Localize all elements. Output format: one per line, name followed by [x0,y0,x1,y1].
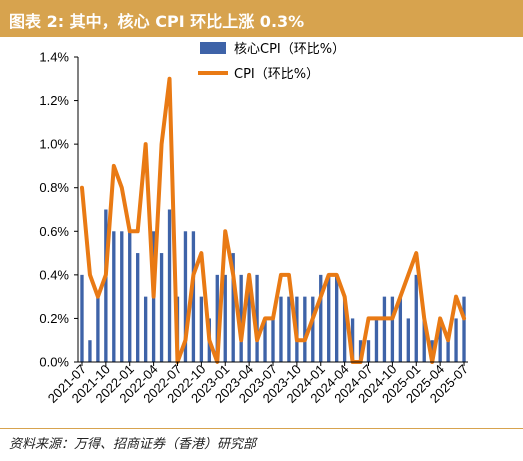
legend-label-cpi: CPI（环比%） [234,67,319,82]
core-cpi-bar [231,253,235,362]
title-bar: 图表 2: 其中，核心 CPI 环比上涨 0.3% [0,0,523,37]
core-cpi-bar [414,274,418,362]
core-cpi-bar [167,209,172,362]
chart-title: 图表 2: 其中，核心 CPI 环比上涨 0.3% [9,12,305,31]
core-cpi-bar [382,296,387,362]
y-tick-label: 0.6% [39,224,69,239]
core-cpi-bar [454,318,458,362]
core-cpi-bar [366,340,371,362]
core-cpi-bar [327,274,331,362]
core-cpi-bar [287,296,291,362]
core-cpi-bar [390,296,395,362]
core-cpi-bar [350,318,355,362]
source-note: 资料来源：万得、招商证券（香港）研究部 [9,437,257,452]
legend: 核心CPI（环比%） CPI（环比%） [198,42,345,82]
core-cpi-bar [120,231,124,362]
core-cpi-bar [271,318,275,362]
core-cpi-bar [462,296,466,362]
core-cpi-bar [422,318,426,362]
core-cpi-bar [319,274,323,362]
core-cpi-bar [398,296,403,362]
y-tick-label: 1.0% [39,137,69,152]
y-tick-label: 0.0% [39,355,69,370]
core-cpi-bar [247,274,251,362]
legend-swatch-core-cpi [200,42,226,54]
plot-area: 0.0%0.2%0.4%0.6%0.8%1.0%1.2%1.4%2021-072… [39,50,471,406]
core-cpi-bar [446,340,450,362]
core-cpi-bar [136,253,140,362]
core-cpi-bar [128,231,132,362]
core-cpi-bar [199,296,204,362]
chart: 0.0%0.2%0.4%0.6%0.8%1.0%1.2%1.4%2021-072… [39,42,471,406]
core-cpi-bar [239,274,243,362]
source-divider [0,428,523,429]
core-cpi-bar [335,274,339,362]
legend-label-core-cpi: 核心CPI（环比%） [234,42,345,57]
core-cpi-bar [104,209,108,362]
core-cpi-bar [96,296,100,362]
core-cpi-bar [263,318,267,362]
core-cpi-bar [223,274,227,362]
core-cpi-bar [438,318,442,362]
core-cpi-bar [303,296,307,362]
core-cpi-bar [191,231,196,362]
core-cpi-bar [159,253,164,362]
core-cpi-bar [88,340,92,362]
y-tick-label: 1.4% [39,50,69,65]
y-tick-label: 1.2% [39,93,69,108]
core-cpi-bar [374,318,379,362]
core-cpi-bar [255,274,259,362]
core-cpi-bar [406,318,410,362]
y-tick-label: 0.2% [39,311,69,326]
y-tick-label: 0.8% [39,180,69,195]
core-cpi-bar [342,296,347,362]
core-cpi-bar [143,296,148,362]
core-cpi-bar [279,296,283,362]
y-tick-label: 0.4% [39,267,69,282]
core-cpi-bar [112,231,116,362]
core-cpi-bar [183,231,188,362]
core-cpi-bar [311,296,315,362]
core-cpi-bar [215,274,219,362]
core-cpi-bar [80,274,84,362]
cpi-line [79,76,467,364]
